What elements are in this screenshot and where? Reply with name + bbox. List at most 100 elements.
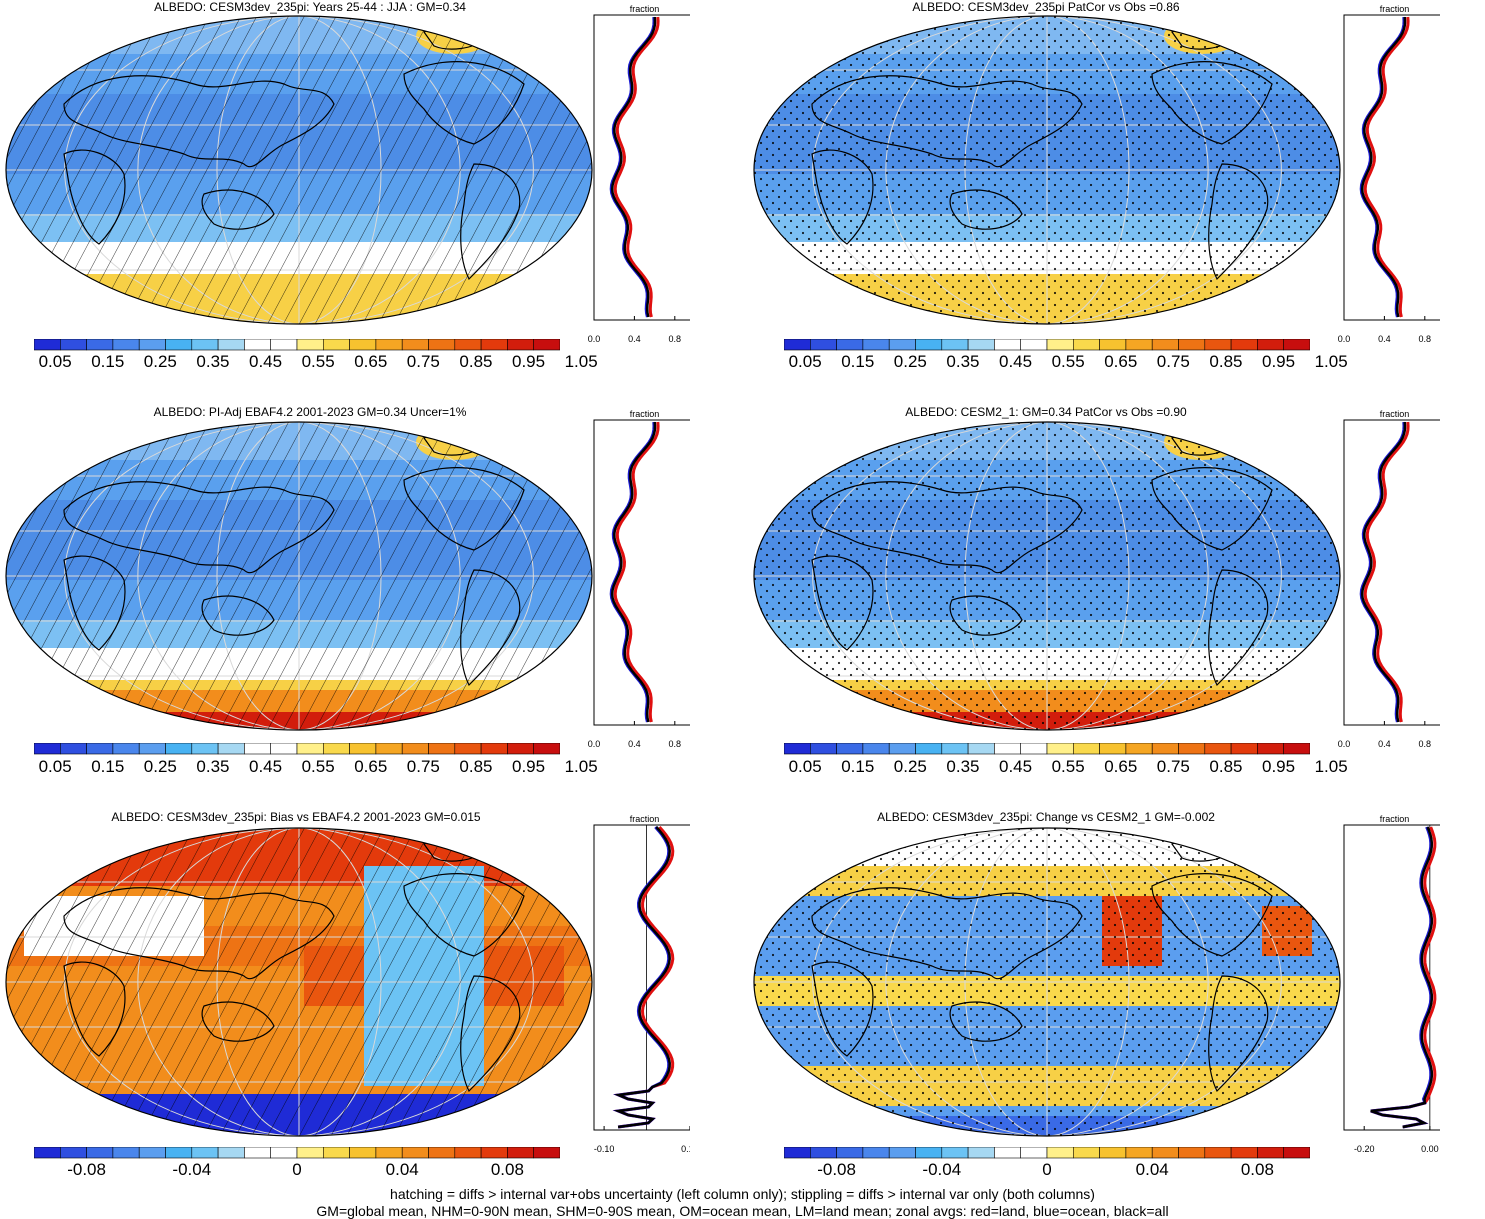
zonal-axis-title: fraction — [630, 4, 660, 14]
zonal-curve — [1370, 826, 1437, 1129]
colorbar-4 — [784, 743, 1310, 755]
zonal-plot-3: fraction60N30N030S60S0.00.40.8 — [588, 409, 690, 749]
colorbar-tick-label: 0.45 — [999, 757, 1033, 776]
colorbar-tick-label: 0.05 — [38, 352, 72, 371]
zonal-curve — [1363, 421, 1410, 723]
colorbar-tick-label: 0.15 — [91, 352, 125, 371]
zonal-x-tick-label: 0.4 — [628, 739, 641, 749]
zonal-x-tick-label: 0.8 — [1419, 739, 1432, 749]
colorbar-tick-label: -0.04 — [172, 1160, 212, 1179]
colorbar-5 — [34, 1147, 560, 1159]
colorbar-tick-label: 0.25 — [893, 352, 927, 371]
zonal-x-tick-label: 0.4 — [628, 334, 641, 344]
zonal-x-tick-label: 0.8 — [1419, 334, 1432, 344]
colorbar-tick-label: 0.65 — [354, 352, 388, 371]
footnote-line-2: GM=global mean, NHM=0-90N mean, SHM=0-90… — [316, 1203, 1169, 1219]
colorbar-tick-label: 0.05 — [788, 757, 822, 776]
colorbar-tick-label: 0.35 — [196, 352, 230, 371]
panel-1-title: ALBEDO: CESM3dev_235pi: Years 25-44 : JJ… — [154, 0, 466, 14]
colorbar-tick-label: 0.75 — [1156, 757, 1190, 776]
zonal-axis-title: fraction — [630, 409, 660, 419]
zonal-curve — [610, 16, 657, 318]
colorbar-tick-label: -0.08 — [67, 1160, 106, 1179]
zonal-curve — [613, 16, 660, 318]
colorbar-tick-label: 0.08 — [1240, 1160, 1274, 1179]
colorbar-tick-label: 0.55 — [1051, 352, 1085, 371]
colorbar-1 — [34, 339, 560, 351]
colorbar-3 — [34, 743, 560, 755]
zonal-curve — [1360, 421, 1407, 723]
colorbar-tick-label: 0.04 — [1135, 1160, 1169, 1179]
colorbar-tick-label: 0.85 — [1209, 757, 1243, 776]
zonal-curve — [1370, 826, 1434, 1129]
zonal-curve — [613, 421, 660, 723]
colorbar-tick-label: 0.35 — [196, 757, 230, 776]
zonal-curve — [612, 826, 675, 1129]
zonal-axis-title: fraction — [1380, 409, 1410, 419]
map-panel-1 — [5, 15, 593, 325]
zonal-curve — [613, 826, 671, 1129]
zonal-x-tick-label: 0.0 — [1338, 334, 1351, 344]
coastlines — [811, 432, 1273, 687]
zonal-axis-title: fraction — [630, 814, 660, 824]
colorbar-tick-label: 0.75 — [406, 352, 440, 371]
colorbar-tick-label: 1.05 — [1314, 757, 1348, 776]
colorbar-tick-label: 0.95 — [512, 352, 546, 371]
colorbar-tick-label: 0.55 — [301, 757, 335, 776]
colorbar-tick-label: 0.95 — [512, 757, 546, 776]
colorbar-tick-label: 0.85 — [459, 352, 493, 371]
zonal-x-tick-label: 0.4 — [1378, 739, 1391, 749]
zonal-curve — [610, 421, 657, 723]
colorbar-tick-label: 0.85 — [1209, 352, 1243, 371]
colorbar-tick-label: 0.08 — [490, 1160, 524, 1179]
zonal-x-tick-label: -0.10 — [594, 1144, 615, 1154]
zonal-plot-5: fraction60N30N030S60S-0.100.10 — [593, 814, 690, 1154]
zonal-curve — [1360, 16, 1407, 318]
colorbar-tick-label: 0.05 — [38, 757, 72, 776]
colorbar-tick-label: 0.95 — [1262, 757, 1296, 776]
map-panel-4 — [753, 421, 1341, 731]
footnote-line-1: hatching = diffs > internal var+obs unce… — [390, 1186, 1095, 1202]
zonal-x-tick-label: 0.8 — [669, 334, 682, 344]
colorbar-tick-label: 0.15 — [841, 757, 875, 776]
panel-6-title: ALBEDO: CESM3dev_235pi: Change vs CESM2_… — [877, 810, 1215, 824]
colorbar-tick-label: 0.55 — [1051, 757, 1085, 776]
colorbar-tick-label: 0.65 — [1104, 352, 1138, 371]
map-panel-2 — [753, 15, 1341, 325]
colorbar-tick-label: 0.55 — [301, 352, 335, 371]
coastlines — [811, 26, 1273, 281]
zonal-plot-4: fraction60N30N030S60S0.00.40.8 — [1338, 409, 1440, 749]
panel-4-title: ALBEDO: CESM2_1: GM=0.34 PatCor vs Obs =… — [905, 405, 1187, 419]
colorbar-tick-label: -0.08 — [817, 1160, 856, 1179]
zonal-plot-2: fraction60N30N030S60S0.00.40.8 — [1338, 4, 1440, 344]
zonal-x-tick-label: 0.0 — [588, 739, 601, 749]
colorbar-tick-label: 0.15 — [841, 352, 875, 371]
panel-5-title: ALBEDO: CESM3dev_235pi: Bias vs EBAF4.2 … — [111, 810, 481, 824]
map-panel-3 — [5, 421, 593, 731]
colorbar-tick-label: 0.95 — [1262, 352, 1296, 371]
zonal-x-tick-label: 0.4 — [1378, 334, 1391, 344]
zonal-plot-6: fraction60N30N030S60S-0.200.00 — [1343, 814, 1440, 1154]
colorbar-6 — [784, 1147, 1310, 1159]
colorbar-tick-label: 1.05 — [564, 352, 598, 371]
map-panel-6 — [753, 827, 1341, 1137]
colorbar-tick-label: 0.05 — [788, 352, 822, 371]
map-panel-5 — [5, 827, 593, 1137]
zonal-axis-title: fraction — [1380, 814, 1410, 824]
colorbar-tick-label: 0.45 — [249, 352, 283, 371]
panel-2-title: ALBEDO: CESM3dev_235pi PatCor vs Obs =0.… — [912, 0, 1180, 14]
colorbar-tick-label: 0.25 — [143, 352, 177, 371]
colorbar-tick-label: 0.25 — [893, 757, 927, 776]
colorbar-tick-label: 0 — [1042, 1160, 1052, 1179]
colorbar-tick-label: -0.04 — [922, 1160, 962, 1179]
colorbar-tick-label: 0.35 — [946, 757, 980, 776]
zonal-axis-title: fraction — [1380, 4, 1410, 14]
colorbar-tick-label: 0.65 — [354, 757, 388, 776]
zonal-x-tick-label: 0.0 — [588, 334, 601, 344]
panel-3-title: ALBEDO: PI-Adj EBAF4.2 2001-2023 GM=0.34… — [153, 405, 467, 419]
colorbar-2 — [784, 339, 1310, 351]
colorbar-tick-label: 0.25 — [143, 757, 177, 776]
zonal-x-tick-label: 0.00 — [1421, 1144, 1439, 1154]
colorbar-tick-label: 0.45 — [999, 352, 1033, 371]
colorbar-tick-label: 0.75 — [1156, 352, 1190, 371]
